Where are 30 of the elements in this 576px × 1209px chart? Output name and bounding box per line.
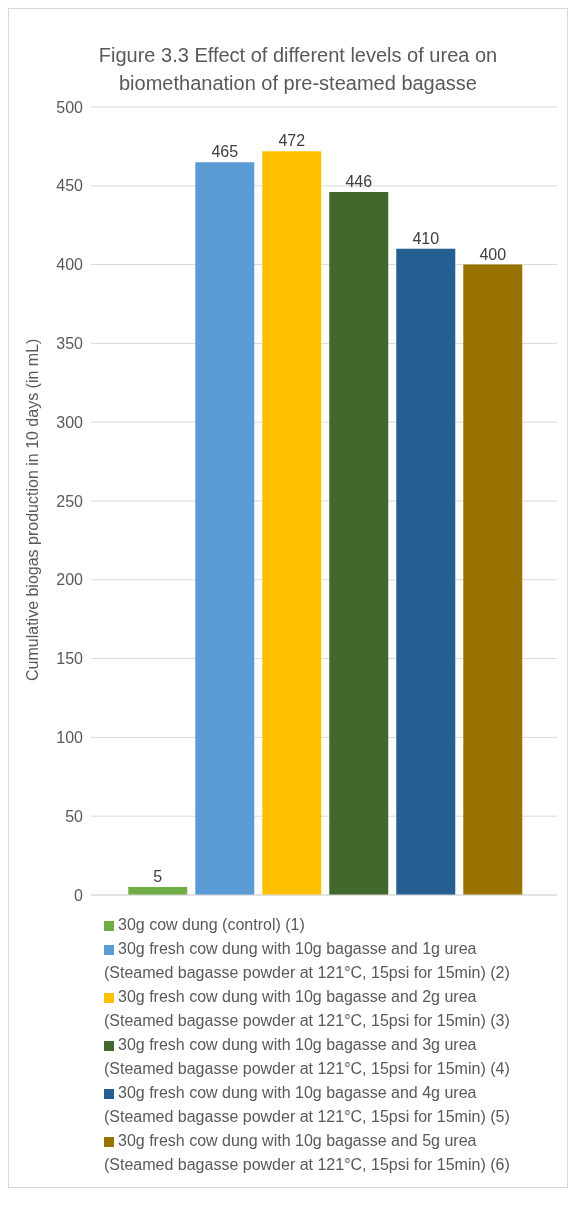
legend-label: 30g fresh cow dung with 10g bagasse and 2g urea (Steamed bagasse powder at 121°C, 15psi for 15min) (3) [104, 988, 510, 1029]
data-label: 446 [345, 173, 373, 191]
y-tick-label: 350 [56, 335, 84, 353]
data-label: 400 [479, 245, 507, 263]
y-tick-label: 100 [56, 729, 84, 747]
bar [396, 248, 456, 895]
y-tick-label: 150 [56, 650, 84, 668]
y-tick-label: 500 [56, 98, 84, 116]
y-tick-label: 300 [56, 413, 84, 431]
legend-label: 30g fresh cow dung with 10g bagasse and 3g urea (Steamed bagasse powder at 121°C, 15psi for 15min) (4) [104, 1036, 510, 1077]
data-label: 472 [278, 132, 306, 150]
legend-label: 30g fresh cow dung with 10g bagasse and 5g urea (Steamed bagasse powder at 121°C, 15psi for 15min) (6) [104, 1132, 510, 1173]
y-tick-label: 0 [74, 886, 84, 904]
data-label: 465 [211, 143, 239, 161]
y-tick-label: 50 [65, 807, 84, 825]
legend-label: 30g cow dung (control) (1) [118, 916, 305, 933]
y-tick-label: 400 [56, 256, 84, 274]
chart-title: Figure 3.3 Effect of different levels of urea on biomethanation of pre-steamed bagasse [97, 43, 499, 96]
bar [329, 192, 389, 895]
bar [463, 264, 523, 895]
data-label: 410 [412, 229, 440, 247]
legend-label: 30g fresh cow dung with 10g bagasse and 1g urea (Steamed bagasse powder at 121°C, 15psi for 15min) (2) [104, 940, 510, 981]
y-axis-title: Cumulative biogas production in 10 days (in mL) [23, 338, 41, 681]
data-label: 5 [153, 868, 163, 886]
legend-label: 30g fresh cow dung with 10g bagasse and 4g urea (Steamed bagasse powder at 121°C, 15psi for 15min) (5) [104, 1084, 510, 1125]
bar [195, 162, 255, 895]
y-tick-label: 200 [56, 571, 84, 589]
bar [262, 151, 322, 895]
y-tick-label: 250 [56, 492, 84, 510]
y-tick-label: 450 [56, 177, 84, 195]
